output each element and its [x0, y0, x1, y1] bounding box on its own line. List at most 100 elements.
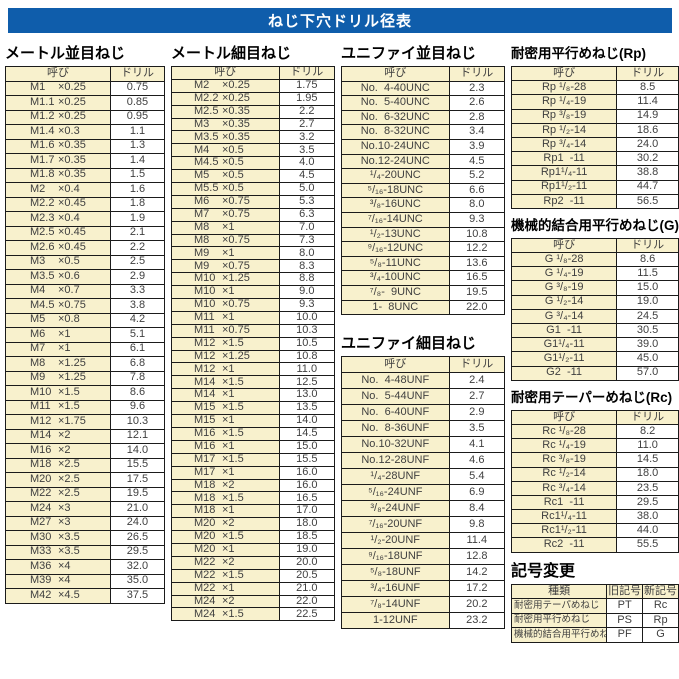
- thread-name-cell: ⁹/₁₆-18UNF: [341, 548, 450, 566]
- thread-name-cell: M22 ×2.5: [5, 486, 111, 502]
- thread-size: M12: [194, 362, 216, 375]
- drill-value-cell: 16.0: [278, 478, 336, 493]
- thread-pitch: ×0.75: [222, 208, 250, 220]
- thread-pitch: ×1: [222, 414, 235, 427]
- thread-size: M16: [194, 440, 216, 452]
- thread-pitch: ×1: [222, 582, 235, 594]
- thread-name-cell: M3 ×0.35: [171, 117, 280, 132]
- thread-name-cell: ³/₈-16UNC: [341, 197, 450, 213]
- drill-value-cell: 19.0: [278, 542, 336, 557]
- drill-value-cell: 10.3: [109, 414, 166, 430]
- thread-name-cell: M3 ×0.5: [5, 254, 111, 270]
- drill-value-cell: 44.7: [616, 179, 679, 195]
- table-row: M2.2 ×0.45 1.8: [5, 196, 166, 212]
- drill-value-cell: 4.1: [448, 436, 506, 454]
- drill-value-cell: 21.0: [278, 581, 336, 596]
- column-header: 呼び: [5, 66, 111, 82]
- thread-name-cell: M2 ×0.25: [171, 78, 280, 93]
- drill-value-cell: 30.5: [616, 322, 679, 339]
- table-row: M11 ×1 10.0: [171, 310, 336, 325]
- thread-pitch: ×0.4: [58, 211, 80, 224]
- table-row: Rc ¹/₂-14 18.0: [510, 466, 679, 482]
- thread-name-cell: M14 ×2: [5, 428, 111, 444]
- thread-name-cell: M12 ×1: [171, 362, 280, 377]
- thread-size: M2: [194, 79, 210, 92]
- thread-size: M1: [30, 81, 46, 94]
- thread-name-cell: Rc2 -11: [510, 537, 618, 553]
- column-header: ドリル: [616, 409, 679, 425]
- section-heading-unified-fine: ユニファイ細目ねじ: [341, 335, 477, 353]
- drill-value-cell: 20.5: [278, 568, 336, 583]
- thread-name-cell: G ³/₈-19: [510, 280, 618, 296]
- thread-size: M8: [194, 221, 210, 233]
- thread-name-cell: M36 ×4: [5, 559, 111, 575]
- thread-name-cell: M5.5 ×0.5: [171, 182, 280, 196]
- thread-name-cell: M9 ×1.25: [5, 370, 111, 386]
- drill-value-cell: 15.0: [616, 280, 679, 296]
- thread-pitch: ×4.5: [58, 588, 80, 601]
- thread-size: M33: [30, 545, 52, 558]
- thread-name-cell: M5 ×0.8: [5, 312, 111, 328]
- table-row: Rp ³/₄-14 24.0: [510, 136, 679, 153]
- table-row: ³/₄-16UNF 17.2: [341, 580, 506, 598]
- thread-pitch: ×1: [58, 327, 71, 340]
- table-row: M12 ×1.25 10.8: [171, 349, 336, 364]
- drill-value-cell: 11.4: [448, 532, 506, 550]
- drill-value-cell: 2.7: [278, 117, 336, 132]
- thread-name-cell: M4.5 ×0.75: [5, 298, 111, 314]
- thread-name-cell: M1.6 ×0.35: [5, 138, 111, 154]
- table-row: Rc1¹/₂-11 44.0: [510, 523, 679, 539]
- table-row: M8 ×0.75 7.3: [171, 233, 336, 248]
- drill-value-cell: 8.8: [278, 272, 336, 287]
- table-row: M42 ×4.5 37.5: [5, 588, 166, 604]
- thread-pitch: ×0.35: [58, 153, 86, 166]
- thread-name-cell: No. 6-32UNC: [341, 109, 450, 126]
- thread-name-cell: M16 ×2: [5, 443, 111, 459]
- section-heading-metric-fine: メートル細目ねじ: [171, 45, 292, 62]
- drill-value-cell: 9.6: [109, 399, 166, 415]
- column-header: 呼び: [510, 237, 618, 254]
- thread-pitch: ×0.45: [58, 240, 86, 253]
- table-row: Rp ¹/₂-14 18.6: [510, 122, 679, 138]
- g-table: 呼び ドリル G ¹/₈-28 8.6 G ¹/₄-19 11.5 G ³/₈-19 15.0…: [510, 237, 679, 381]
- table-row: ⁷/₁₆-20UNF 9.8: [341, 516, 506, 534]
- drill-value-cell: 0.95: [109, 109, 166, 125]
- table-row: M24 ×3 21.0: [5, 501, 166, 517]
- section-heading-rc: 耐密用テーパーめねじ(Rc): [511, 389, 673, 405]
- drill-value-cell: 3.8: [109, 298, 166, 314]
- table-row: Rp2 -11 56.5: [510, 193, 679, 209]
- thread-size: M11: [30, 400, 51, 413]
- thread-pitch: ×4: [58, 559, 71, 572]
- table-row: ¹/₂-13UNC 10.8: [341, 226, 506, 243]
- header-row: 呼び ドリル: [510, 409, 679, 425]
- table-row: M6 ×1 5.1: [5, 327, 166, 343]
- rc-table: 呼び ドリル Rc ¹/₈-28 8.2 Rc ¹/₄-19 11.0 Rc ³/₈-19 1…: [510, 409, 679, 553]
- drill-value-cell: 2.5: [109, 254, 166, 270]
- thread-name-cell: ⁷/₈-14UNF: [341, 596, 450, 614]
- thread-pitch: ×1.5: [222, 453, 244, 465]
- thread-name-cell: ⁵/₁₆-24UNF: [341, 484, 450, 502]
- drill-value-cell: 6.3: [278, 207, 336, 222]
- thread-name-cell: Rp1¹/₄-11: [510, 165, 618, 181]
- thread-pitch: ×0.5: [222, 143, 244, 156]
- table-row: M1.1 ×0.25 0.85: [5, 95, 166, 111]
- drill-value-cell: 1.3: [109, 138, 166, 154]
- drill-value-cell: 2.3: [448, 80, 506, 97]
- table-row: M12 ×1.5 10.5: [171, 336, 336, 351]
- thread-pitch: ×1.25: [222, 350, 250, 362]
- table-row: M2 ×0.4 1.6: [5, 182, 166, 198]
- thread-pitch: ×1.5: [222, 427, 244, 440]
- thread-size: M24: [194, 595, 216, 607]
- table-row: M18 ×1.5 16.5: [171, 491, 336, 506]
- drill-value-cell: 11.4: [616, 94, 679, 110]
- drill-value-cell: 3.3: [109, 283, 166, 299]
- table-row: G ¹/₂-14 19.0: [510, 294, 679, 310]
- table-row: M18 ×1 17.0: [171, 504, 336, 519]
- thread-name-cell: M17 ×1.5: [171, 452, 280, 467]
- drill-value-cell: 3.5: [448, 420, 506, 438]
- drill-value-cell: PS: [606, 612, 644, 629]
- table-row: M5.5 ×0.5 5.0: [171, 182, 336, 196]
- thread-name-cell: Rp ³/₄-14: [510, 136, 618, 153]
- thread-size: M22: [194, 582, 216, 594]
- drill-value-cell: G: [642, 627, 679, 643]
